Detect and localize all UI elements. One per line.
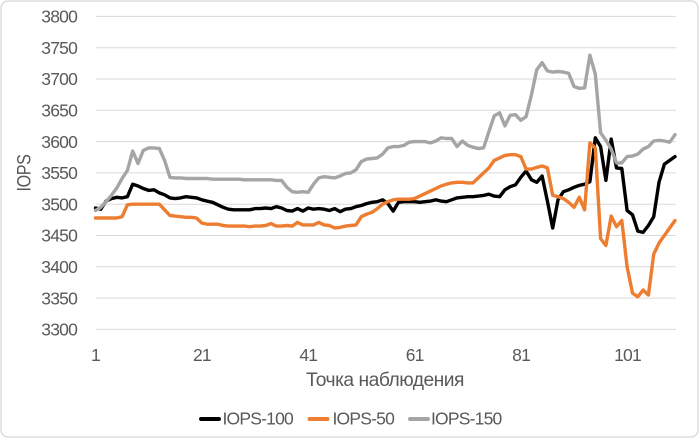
svg-text:21: 21 [193,345,211,365]
svg-text:Точка наблюдения: Точка наблюдения [306,369,464,391]
svg-text:1: 1 [91,345,100,365]
svg-text:IOPS-100: IOPS-100 [223,409,295,429]
svg-text:IOPS-50: IOPS-50 [333,409,396,429]
svg-text:101: 101 [614,345,641,365]
svg-text:3350: 3350 [41,288,78,308]
svg-text:3500: 3500 [41,194,78,214]
svg-text:3700: 3700 [41,69,78,89]
svg-text:3400: 3400 [41,257,78,277]
svg-text:3800: 3800 [41,7,78,27]
svg-text:41: 41 [299,345,317,365]
svg-text:3650: 3650 [41,101,78,121]
svg-text:IOPS-150: IOPS-150 [431,409,503,429]
svg-text:3550: 3550 [41,163,78,183]
svg-text:IOPS: IOPS [14,154,36,191]
svg-text:3600: 3600 [41,132,78,152]
svg-text:3450: 3450 [41,226,78,246]
svg-text:3750: 3750 [41,38,78,58]
svg-text:61: 61 [406,345,424,365]
svg-text:3300: 3300 [41,320,78,340]
svg-text:81: 81 [512,345,530,365]
